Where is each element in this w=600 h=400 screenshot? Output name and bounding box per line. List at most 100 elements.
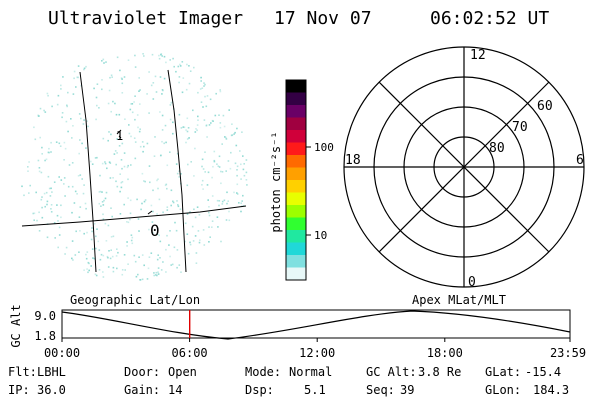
uv-pixel [96,104,98,107]
uv-pixel [58,226,61,229]
field-glon-label: GLon: [485,383,521,397]
uv-pixel [48,147,50,150]
uv-pixel [184,240,186,243]
uv-pixel [127,59,130,61]
uv-pixel [47,151,50,154]
uv-pixel [79,230,81,232]
uv-pixel [157,254,159,256]
uv-pixel [159,240,162,243]
uv-pixel [111,215,113,218]
uv-pixel [29,184,31,187]
map-label-0: 0 [150,221,160,240]
uv-pixel [136,198,138,201]
uv-pixel [121,78,123,80]
uv-pixel [86,231,88,234]
uv-pixel [179,65,182,67]
uv-pixel [129,108,132,111]
uv-pixel [72,93,75,95]
uv-pixel [166,206,169,208]
uv-pixel [207,171,210,174]
uv-pixel [76,76,78,79]
uv-pixel [41,216,44,219]
uv-pixel [55,141,58,143]
uv-pixel [130,234,133,236]
uv-pixel [115,180,117,183]
uv-pixel [153,272,155,274]
orbit-altitude-curve [61,310,571,340]
colorbar-segment [286,92,306,106]
uv-pixel [175,163,178,165]
mlt-label-12: 12 [470,48,486,63]
uv-pixel [160,269,163,271]
uv-pixel [105,61,107,63]
uv-pixel [78,152,80,155]
uv-pixel [116,138,118,140]
uv-pixel [47,175,50,178]
uv-pixel [134,95,136,97]
uv-pixel [149,181,151,184]
uv-pixel [134,141,137,143]
uv-pixel [197,119,199,121]
uv-pixel [165,271,167,273]
uv-pixel [71,137,73,139]
orbit-ytick-low: 1.8 [34,329,56,343]
uv-pixel [218,200,221,202]
uv-pixel [153,274,155,277]
uv-pixel [108,131,110,133]
uv-pixel [177,65,180,68]
uv-pixel [124,269,126,271]
uv-pixel [186,213,189,215]
uv-pixel [75,86,77,88]
uv-pixel [189,70,192,72]
uv-pixel [236,127,238,130]
uv-pixel [112,235,115,238]
orbit-xticks [61,338,571,342]
uv-pixel [134,66,137,68]
uv-pixel [208,214,211,217]
uv-pixel [242,168,245,171]
uv-pixel [79,206,82,208]
uv-pixel [51,105,53,108]
uv-pixel [110,207,112,209]
uv-pixel [85,253,87,256]
orbit-left-label: Geographic Lat/Lon [70,293,200,307]
uv-pixel [126,166,129,169]
uv-pixel [152,98,155,100]
uv-pixel [186,63,188,66]
uv-pixel [119,69,121,72]
uv-pixel [186,233,189,235]
uv-pixel [33,126,35,129]
uv-pixel [159,76,162,78]
uv-pixel [176,200,178,202]
uv-pixel [176,266,178,269]
uv-pixel [50,141,52,144]
uv-pixel [225,219,228,221]
uv-pixel [155,271,158,274]
uv-pixel [100,253,103,256]
uv-pixel [165,183,168,186]
uv-pixel [212,120,214,122]
uv-pixel [158,198,161,201]
uv-pixel [211,220,214,222]
uv-pixel [71,162,74,164]
uv-pixel [87,271,89,274]
uv-pixel [85,65,87,68]
uv-pixel [131,103,134,105]
uv-pixel [105,191,108,194]
colorbar-segment [286,255,306,268]
uv-pixel [121,167,123,170]
uv-pixel [54,237,56,239]
uv-pixel [94,157,97,159]
uv-pixel [163,142,165,145]
uv-pixel [242,194,244,197]
uv-pixel [68,164,71,166]
uv-pixel [105,240,108,242]
uv-pixel [180,271,182,273]
meridian-line-left [79,71,97,273]
field-glat-label: GLat: [485,365,521,379]
uv-pixel [46,203,48,206]
uv-pixel [53,181,56,183]
uv-pixel [37,115,40,117]
uv-pixel [50,211,53,213]
